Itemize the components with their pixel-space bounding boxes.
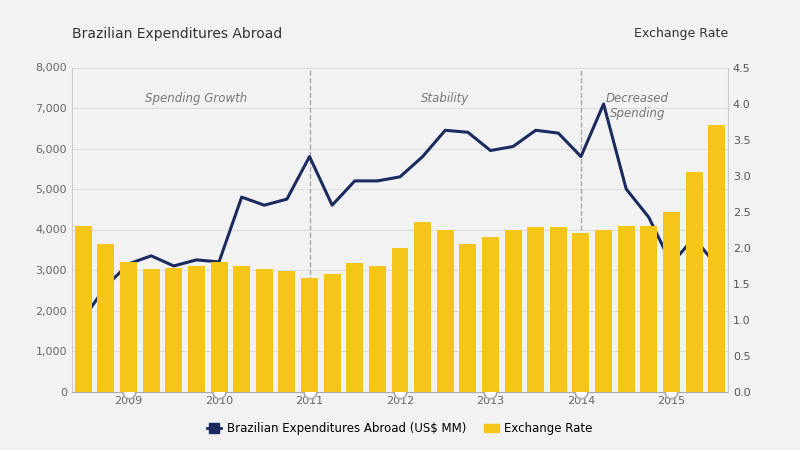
Bar xyxy=(391,248,409,392)
Bar xyxy=(731,111,748,392)
Bar xyxy=(278,270,295,392)
Bar xyxy=(98,244,114,392)
Bar xyxy=(210,262,227,392)
Bar xyxy=(505,230,522,392)
Text: Exchange Rate: Exchange Rate xyxy=(634,27,728,40)
Bar xyxy=(618,226,634,392)
Bar xyxy=(142,269,160,392)
Bar xyxy=(482,237,499,392)
Bar xyxy=(686,172,702,392)
Text: Stability: Stability xyxy=(421,92,470,105)
Text: Spending Growth: Spending Growth xyxy=(146,92,247,105)
Bar xyxy=(663,212,680,392)
Bar xyxy=(256,269,273,392)
Text: Decreased
Spending: Decreased Spending xyxy=(606,92,669,120)
Bar xyxy=(346,263,363,392)
Bar xyxy=(573,233,590,392)
Bar xyxy=(324,274,341,392)
Bar xyxy=(550,227,567,392)
Bar xyxy=(301,278,318,392)
Bar xyxy=(527,227,544,392)
Bar xyxy=(233,266,250,392)
Bar xyxy=(166,268,182,392)
Bar xyxy=(708,125,725,392)
Bar xyxy=(369,266,386,392)
Legend: Brazilian Expenditures Abroad (US$ MM), Exchange Rate: Brazilian Expenditures Abroad (US$ MM), … xyxy=(202,417,598,440)
Bar xyxy=(640,226,658,392)
Bar xyxy=(75,226,92,392)
Bar xyxy=(459,244,476,392)
Bar xyxy=(595,230,612,392)
Bar xyxy=(414,222,431,392)
Bar xyxy=(120,262,137,392)
Bar xyxy=(437,230,454,392)
Text: Brazilian Expenditures Abroad: Brazilian Expenditures Abroad xyxy=(72,27,282,41)
Bar xyxy=(188,266,205,392)
